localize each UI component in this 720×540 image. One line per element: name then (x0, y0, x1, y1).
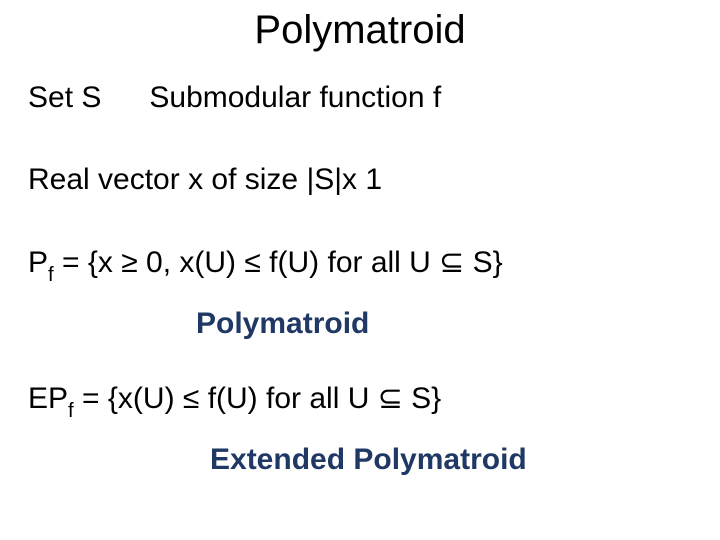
pf-definition: Pf = {x ≥ 0, x(U) ≤ f(U) for all U ⊆ S} (24, 245, 696, 285)
set-s-text: Set S (28, 81, 101, 115)
polymatroid-label: Polymatroid (24, 307, 696, 341)
pf-subscript: f (48, 264, 54, 286)
pf-body: = {x ≥ 0, x(U) ≤ f(U) for all U ⊆ S} (54, 246, 503, 279)
epf-prefix: EP (28, 382, 68, 415)
submodular-text: Submodular function f (149, 81, 441, 115)
vector-line: Real vector x of size |S|x 1 (24, 163, 696, 197)
epf-body: = {x(U) ≤ f(U) for all U ⊆ S} (74, 382, 442, 415)
slide-title: Polymatroid (24, 8, 696, 53)
pf-prefix: P (28, 246, 48, 279)
epf-subscript: f (68, 400, 74, 422)
extended-polymatroid-label: Extended Polymatroid (24, 443, 696, 477)
slide: Polymatroid Set S Submodular function f … (0, 0, 720, 540)
epf-definition: EPf = {x(U) ≤ f(U) for all U ⊆ S} (24, 381, 696, 421)
definitions-row: Set S Submodular function f (24, 81, 696, 115)
